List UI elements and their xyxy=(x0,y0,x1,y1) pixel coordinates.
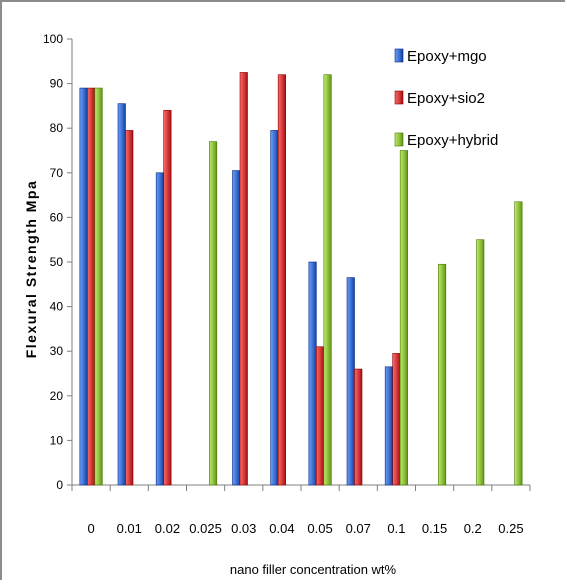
y-tick-label: 20 xyxy=(50,389,64,403)
bar-epoxy-hybrid-0_2 xyxy=(476,239,485,486)
x-tick-label: 0.025 xyxy=(189,521,222,536)
bar-epoxy-hybrid-0_025 xyxy=(209,141,218,486)
bar-epoxy-mgo-0_07 xyxy=(346,277,355,486)
x-tick-label: 0.25 xyxy=(498,521,523,536)
legend-swatch xyxy=(394,132,404,147)
bar-epoxy-hybrid-0_25 xyxy=(514,201,523,486)
legend-label: Epoxy+mgo xyxy=(407,48,487,65)
x-axis-title: nano filler concentration wt% xyxy=(230,562,397,577)
x-tick-label: 0.1 xyxy=(387,521,405,536)
y-tick-label: 50 xyxy=(50,255,64,269)
x-tick-label: 0 xyxy=(87,521,94,536)
bar-epoxy-mgo-0_04 xyxy=(270,130,279,486)
x-tick-label: 0.15 xyxy=(422,521,447,536)
y-tick-label: 10 xyxy=(50,433,64,447)
bar-epoxy-sio2-0 xyxy=(87,87,96,486)
x-tick-label: 0.2 xyxy=(464,521,482,536)
x-tick-label: 0.03 xyxy=(231,521,256,536)
x-tick-label: 0.01 xyxy=(117,521,142,536)
bar-epoxy-sio2-0_1 xyxy=(392,353,401,486)
legend-label: Epoxy+sio2 xyxy=(407,90,485,107)
y-tick-label: 30 xyxy=(50,344,64,358)
bar-epoxy-mgo-0_01 xyxy=(117,103,126,486)
bars xyxy=(79,72,523,486)
legend-swatch xyxy=(394,48,404,63)
bar-epoxy-sio2-0_04 xyxy=(277,74,286,486)
y-tick-label: 60 xyxy=(50,210,64,224)
bar-epoxy-hybrid-0 xyxy=(94,87,103,486)
bar-epoxy-mgo-0_03 xyxy=(232,170,241,486)
x-tick-label: 0.07 xyxy=(346,521,371,536)
legend-label: Epoxy+hybrid xyxy=(407,132,498,149)
bar-epoxy-hybrid-0_15 xyxy=(438,263,447,486)
y-axis: 0 10 20 30 40 50 60 70 80 90 100 xyxy=(43,32,73,492)
bar-epoxy-sio2-0_03 xyxy=(239,72,248,486)
x-tick-label: 0.05 xyxy=(307,521,332,536)
y-tick-label: 80 xyxy=(50,121,64,135)
bar-epoxy-mgo-0_05 xyxy=(308,261,317,486)
y-tick-label: 90 xyxy=(50,77,64,91)
x-tick-label: 0.04 xyxy=(269,521,294,536)
x-axis: 0 0.01 0.02 0.025 0.03 0.04 0.05 0.07 0.1 0.15 0.2… xyxy=(71,484,531,536)
bar-epoxy-hybrid-0_1 xyxy=(399,150,408,486)
legend-swatch xyxy=(394,90,404,105)
y-tick-label: 40 xyxy=(50,300,64,314)
bar-epoxy-sio2-0_07 xyxy=(354,368,363,486)
y-tick-label: 100 xyxy=(43,32,63,46)
bar-epoxy-mgo-0 xyxy=(79,87,88,486)
x-tick-label: 0.02 xyxy=(155,521,180,536)
legend: Epoxy+mgo Epoxy+sio2 Epoxy+hybrid xyxy=(394,48,498,149)
y-tick-label: 70 xyxy=(50,166,64,180)
bar-epoxy-sio2-0_02 xyxy=(163,110,172,486)
bar-epoxy-sio2-0_05 xyxy=(316,346,325,486)
bar-epoxy-mgo-0_1 xyxy=(384,366,393,486)
y-tick-label: 0 xyxy=(56,478,63,492)
bar-epoxy-hybrid-0_05 xyxy=(323,74,332,486)
y-axis-title: Flexural Strength Mpa xyxy=(23,180,39,359)
bar-epoxy-sio2-0_01 xyxy=(125,130,134,486)
bar-epoxy-mgo-0_02 xyxy=(155,172,164,486)
